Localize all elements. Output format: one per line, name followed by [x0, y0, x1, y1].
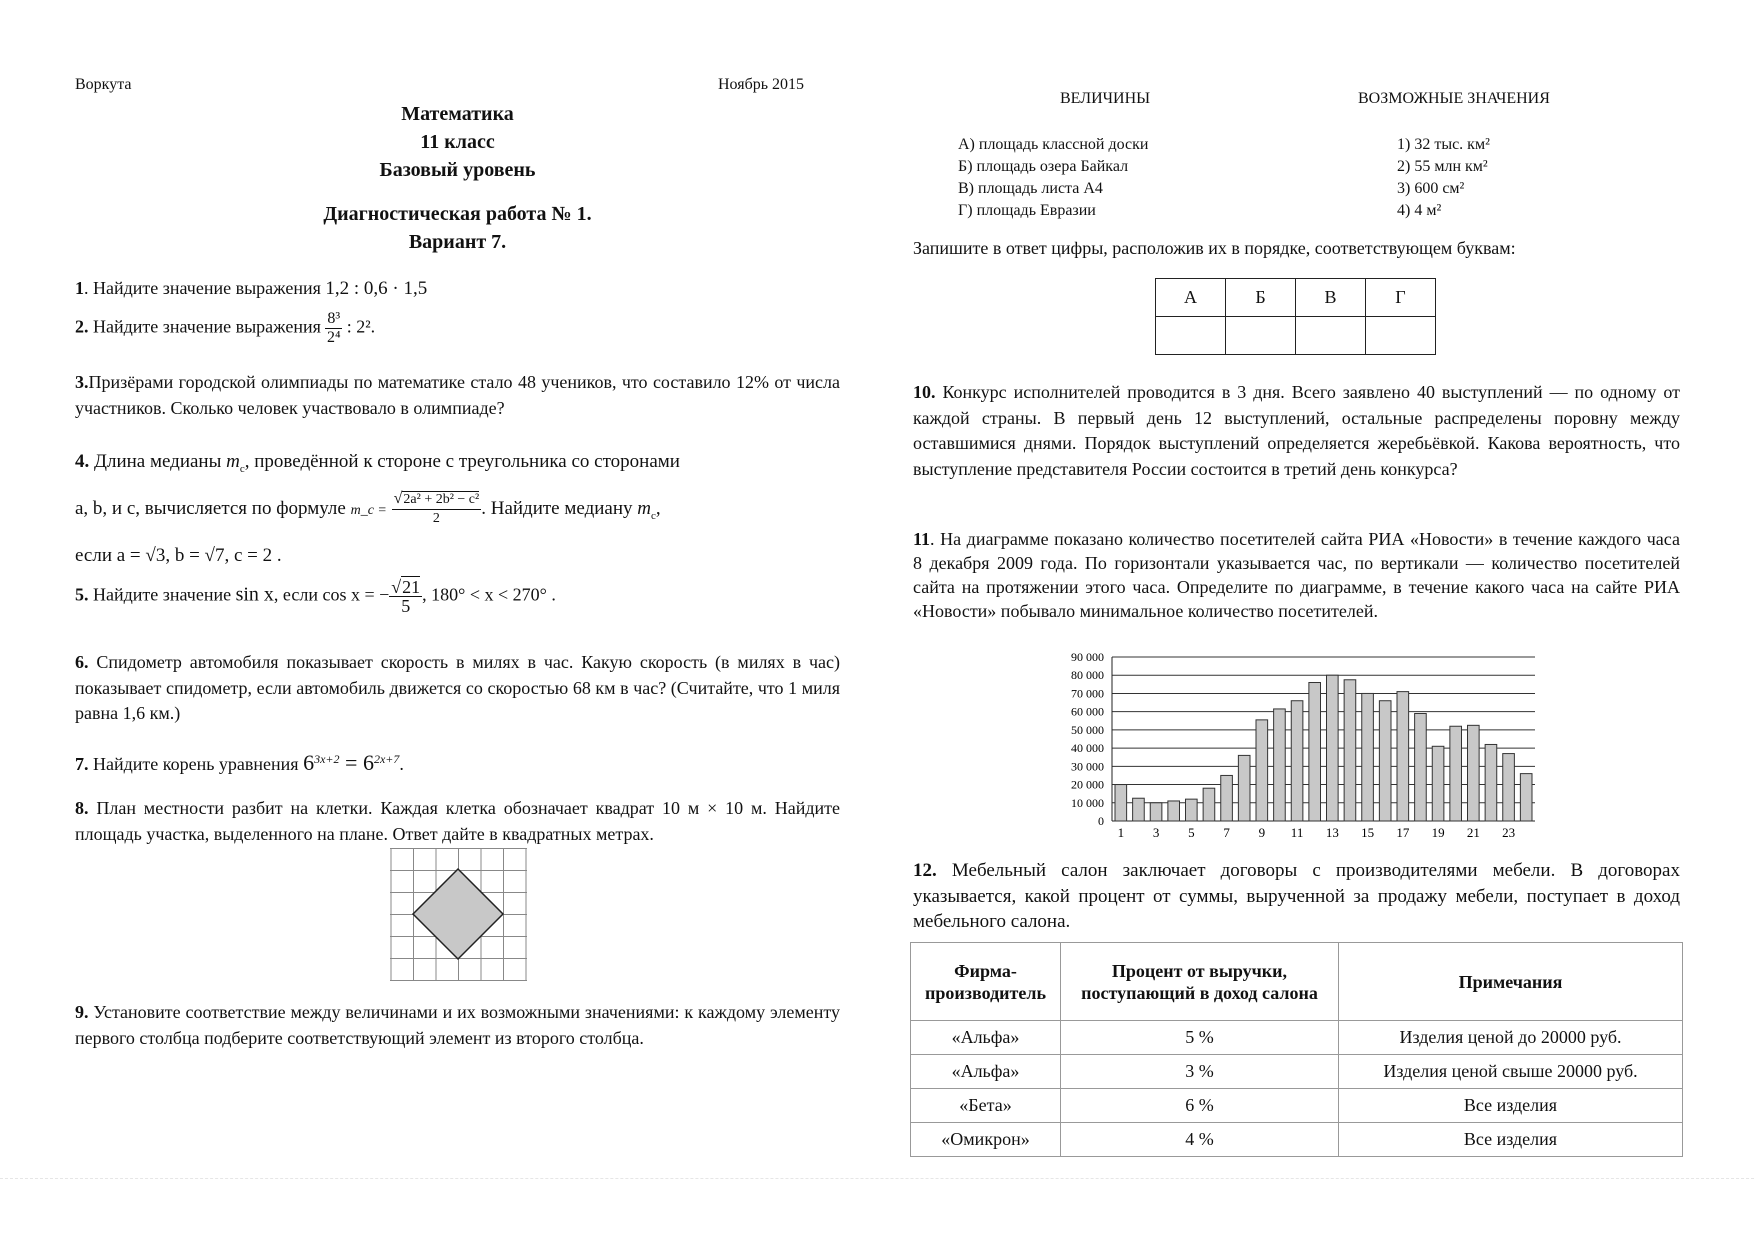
y-tick-label: 50 000	[1071, 723, 1104, 737]
answer-cell[interactable]	[1365, 316, 1436, 355]
y-tick-label: 80 000	[1071, 668, 1104, 682]
question-6: 6. Спидометр автомобиля показывает скоро…	[75, 652, 840, 723]
bar-hour-18	[1414, 712, 1427, 822]
question-5: 5. Найдите значение sin x, если cos x = …	[75, 576, 556, 616]
table-row: «Бета» 6 % Все изделия	[910, 1088, 1683, 1123]
x-tick-label: 15	[1361, 825, 1374, 840]
x-tick-label: 9	[1259, 825, 1266, 840]
subject: Математика	[401, 103, 514, 125]
q9-col1-title: ВЕЛИЧИНЫ	[1060, 90, 1151, 107]
question-11: 11. На диаграмме показано количество пос…	[913, 529, 1680, 621]
question-9: 9. Установите соответствие между величин…	[75, 1002, 840, 1048]
bar-hour-15	[1361, 692, 1374, 822]
grid-plan-figure	[390, 848, 527, 981]
bar-hour-11	[1290, 700, 1304, 822]
x-tick-label: 11	[1291, 825, 1304, 840]
question-1: 1. Найдите значение выражения 1,2 : 0,6 …	[75, 278, 428, 299]
bar-hour-14	[1343, 679, 1357, 822]
table-row: «Омикрон» 4 % Все изделия	[910, 1122, 1683, 1157]
y-tick-label: 90 000	[1071, 650, 1104, 664]
y-tick-label: 20 000	[1071, 778, 1104, 792]
answer-cell[interactable]	[1155, 316, 1226, 355]
q9-instruction: Запишите в ответ цифры, расположив их в …	[913, 238, 1516, 258]
x-tick-label: 5	[1188, 825, 1195, 840]
bar-hour-17	[1396, 691, 1410, 822]
y-tick-label: 70 000	[1071, 686, 1104, 700]
bar-hour-6	[1202, 787, 1216, 822]
bar-hour-20	[1449, 725, 1462, 822]
table-row: «Альфа» 5 % Изделия ценой до 20000 руб.	[910, 1020, 1683, 1055]
x-tick-label: 21	[1467, 825, 1480, 840]
bar-hour-22	[1484, 743, 1498, 822]
bar-hour-12	[1308, 682, 1321, 822]
bar-hour-16	[1378, 700, 1392, 822]
y-tick-label: 30 000	[1071, 759, 1104, 773]
x-tick-label: 1	[1118, 825, 1125, 840]
x-tick-label: 13	[1326, 825, 1339, 840]
question-8: 8. План местности разбит на клетки. Кажд…	[75, 798, 840, 844]
y-tick-label: 60 000	[1071, 705, 1104, 719]
page-edge	[0, 1178, 1754, 1179]
header-date: Ноябрь 2015	[718, 76, 805, 93]
question-4: 4. Длина медианы mc, проведённой к сторо…	[75, 451, 680, 566]
x-tick-label: 23	[1502, 825, 1515, 840]
question-2: 2. Найдите значение выражения 8³ 2⁴ : 2².	[75, 310, 376, 346]
header-city: Воркута	[75, 76, 132, 93]
title-block: Математика 11 класс Базовый уровень Диаг…	[75, 100, 840, 256]
bar-hour-13	[1326, 674, 1339, 822]
bar-hour-23	[1502, 753, 1515, 822]
shaded-area	[411, 867, 505, 961]
bar-hour-4	[1167, 800, 1180, 822]
bar-hour-24	[1519, 773, 1533, 822]
question-10: 10. Конкурс исполнителей проводится в 3 …	[913, 382, 1680, 479]
x-tick-label: 19	[1432, 825, 1445, 840]
q9-col2-title: ВОЗМОЖНЫЕ ЗНАЧЕНИЯ	[1358, 90, 1550, 107]
q9-values: 1) 32 тыс. км² 2) 55 млн км² 3) 600 см² 4) …	[1397, 136, 1490, 219]
bar-hour-19	[1431, 745, 1445, 822]
question-3: 3.Призёрами городской олимпиады по матем…	[75, 372, 840, 418]
furniture-table: Фирма-производитель Процент от выручки, п…	[910, 942, 1683, 1157]
visitors-bar-chart: 0 10 000 20 000 30 000 40 000 50 000 60 000 70 …	[1071, 650, 1535, 840]
y-tick-label: 10 000	[1071, 796, 1104, 810]
bar-hour-10	[1273, 708, 1286, 822]
answer-cell[interactable]	[1295, 316, 1366, 355]
x-tick-label: 17	[1396, 825, 1410, 840]
x-tick-label: 7	[1223, 825, 1230, 840]
bar-hour-21	[1467, 724, 1480, 822]
variant: Вариант 7.	[408, 231, 507, 253]
level: Базовый уровень	[379, 159, 536, 181]
bar-hour-2	[1132, 797, 1145, 822]
bar-hour-5	[1185, 798, 1198, 822]
question-12: 12. Мебельный салон заключает договоры с…	[913, 860, 1680, 932]
x-tick-label: 3	[1153, 825, 1160, 840]
grade: 11 класс	[420, 131, 495, 153]
y-tick-label: 40 000	[1071, 741, 1104, 755]
question-7: 7. Найдите корень уравнения 63x+2 = 62x+…	[75, 750, 404, 775]
bar-hour-7	[1220, 774, 1233, 822]
work-title: Диагностическая работа № 1.	[323, 203, 592, 225]
bar-hour-8	[1237, 754, 1251, 822]
table-row: «Альфа» 3 % Изделия ценой свыше 20000 руб.	[910, 1054, 1683, 1089]
answer-cell[interactable]	[1225, 316, 1296, 355]
bar-hour-3	[1149, 802, 1163, 822]
bar-hour-1	[1114, 784, 1128, 822]
bar-hour-9	[1255, 719, 1269, 822]
y-tick-label: 0	[1098, 814, 1104, 828]
q9-quantities: А) площадь классной доски Б) площадь озер…	[958, 136, 1149, 219]
